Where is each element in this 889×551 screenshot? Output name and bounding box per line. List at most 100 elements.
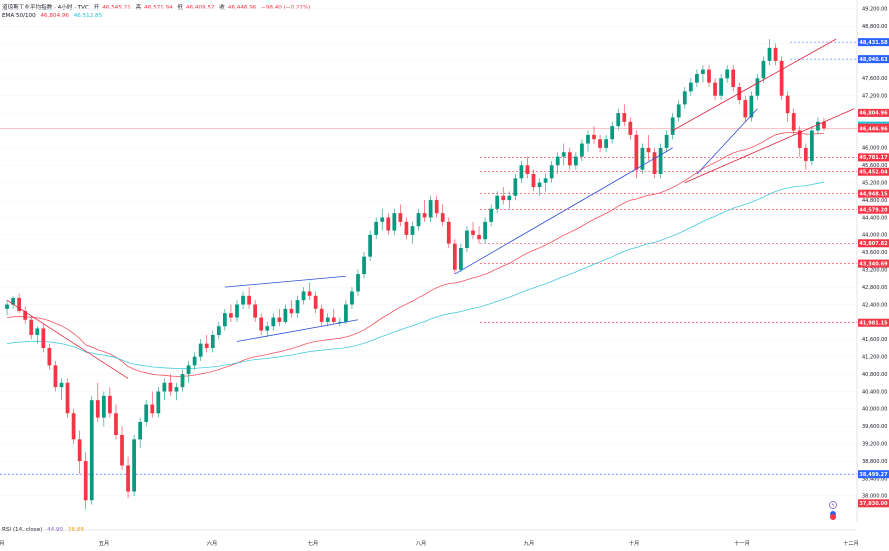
candle-22 (138, 417, 143, 449)
candle-body (138, 421, 143, 440)
time-axis[interactable]: 月 五月 六月 七月 八月 九月 十月 十一月 十二月 (0, 529, 859, 547)
candle-93 (567, 147, 572, 170)
candle-body (525, 165, 530, 174)
candle-body (513, 178, 518, 196)
candle-body (664, 134, 669, 148)
ema-label: EMA 50/100 (2, 13, 36, 19)
candle-body (235, 304, 239, 318)
alert-icon[interactable] (829, 501, 837, 509)
candle-19 (120, 426, 124, 470)
ema-lines (6, 131, 825, 377)
price-tick-28: 49,200.00 (862, 7, 887, 13)
event-icon-2[interactable] (830, 514, 836, 520)
candle-body (628, 121, 633, 135)
candle-body (331, 317, 336, 322)
candle-body (380, 217, 385, 222)
price-badge-label-9: 44,579.20 (859, 208, 888, 214)
candle-body (428, 200, 433, 218)
price-tick-24: 47,600.00 (862, 76, 887, 82)
candle-body (797, 130, 802, 148)
candle-4 (29, 315, 34, 340)
candle-124 (755, 73, 760, 101)
candle-body (791, 113, 796, 131)
candle-69 (422, 200, 427, 222)
trendlines[interactable] (6, 38, 855, 379)
candle-body (17, 297, 22, 312)
candle-63 (386, 213, 391, 235)
candle-103 (628, 117, 633, 140)
candle-97 (592, 126, 596, 144)
candle-76 (465, 226, 469, 253)
candle-55 (337, 317, 342, 327)
candle-127 (773, 43, 778, 66)
ohlc-high-key: 高 (135, 5, 142, 11)
candle-109 (664, 130, 669, 153)
candle-body (386, 217, 391, 231)
candle-132 (803, 143, 808, 170)
candle-101 (616, 108, 621, 131)
candle-20 (126, 456, 130, 499)
price-badge-11 (858, 259, 889, 268)
candle-body (767, 47, 772, 61)
candle-body (277, 317, 282, 322)
candle-38 (235, 300, 239, 322)
price-axis[interactable]: 38,000.00 38,400.00 38,800.00 39,200.00 39,6… (856, 0, 889, 522)
candle-body (404, 221, 409, 235)
candle-59 (362, 252, 366, 279)
candle-27 (168, 374, 173, 396)
price-badge-2 (858, 108, 889, 117)
candle-body (241, 295, 245, 305)
candle-body (295, 300, 300, 314)
candle-body (362, 256, 366, 275)
candle-body (271, 317, 276, 327)
candle-body (132, 439, 136, 492)
candle-35 (216, 321, 221, 340)
price-tick-12: 42,800.00 (862, 285, 887, 291)
candle-body (495, 195, 500, 209)
candle-body (658, 147, 663, 174)
candle-body (816, 121, 820, 131)
candle-64 (392, 208, 397, 235)
candle-2 (17, 293, 22, 314)
axis-icons[interactable]: ϟ (829, 501, 837, 521)
price-badge-label-2: 46,804.96 (859, 111, 888, 117)
candle-body (682, 91, 687, 105)
candle-body (319, 308, 324, 322)
candle-130 (791, 108, 796, 135)
price-badge-6 (858, 153, 889, 162)
candle-body (337, 321, 342, 323)
candle-131 (797, 126, 802, 157)
price-badge-14 (858, 499, 889, 508)
chart-grid (0, 8, 857, 497)
candle-body (507, 195, 512, 201)
candle-body (289, 308, 294, 314)
candle-106 (646, 134, 651, 161)
candle-8 (53, 361, 58, 392)
candle-body (809, 130, 814, 161)
candle-body (350, 291, 354, 305)
candle-body (592, 134, 596, 140)
candle-body (168, 382, 173, 392)
month-label-6: 十月 (629, 539, 639, 547)
candle-23 (144, 400, 149, 427)
candle-body (452, 243, 457, 270)
candle-body (471, 230, 475, 235)
candle-body (180, 374, 185, 388)
candle-body (622, 113, 627, 122)
candle-18 (114, 404, 118, 440)
candle-114 (695, 69, 699, 87)
price-badge-7 (858, 167, 889, 176)
candle-1 (11, 295, 15, 309)
ema-legend[interactable]: EMA 50/100 46,804.96 46,512.85 (2, 13, 105, 19)
candle-body (23, 311, 28, 320)
candle-body (35, 328, 40, 335)
price-badge-10 (858, 239, 889, 248)
candle-10 (65, 378, 70, 418)
candle-body (707, 69, 711, 83)
candle-34 (210, 330, 215, 353)
candle-83 (507, 191, 512, 209)
candle-body (101, 395, 106, 418)
candle-52 (319, 304, 324, 327)
candle-48 (295, 295, 300, 318)
